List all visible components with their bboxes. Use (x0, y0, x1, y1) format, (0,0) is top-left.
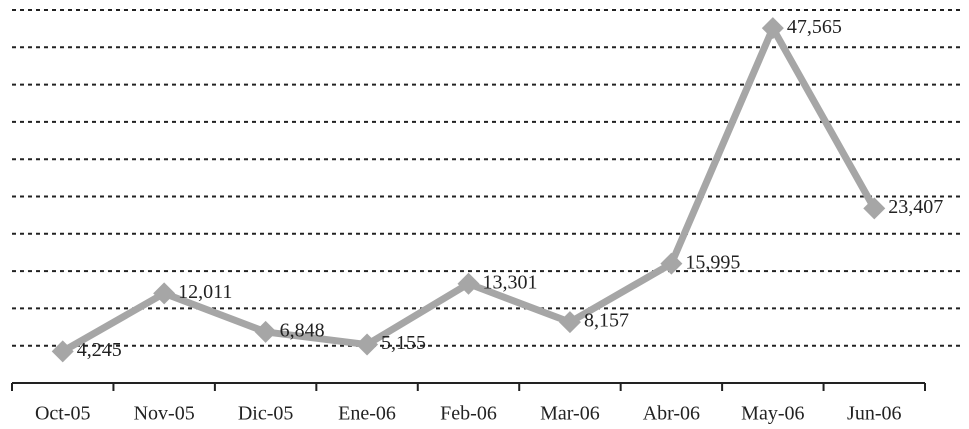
data-label: 12,011 (178, 281, 232, 303)
point-marker (356, 333, 379, 356)
point-marker (558, 311, 581, 334)
x-tick-label: Jun-06 (847, 403, 901, 425)
x-tick-label: May-06 (741, 403, 804, 425)
x-tick-label: Ene-06 (338, 403, 396, 425)
point-marker (863, 197, 886, 220)
data-label: 8,157 (584, 310, 629, 332)
data-label: 4,245 (77, 339, 122, 361)
x-tick-label: Abr-06 (643, 403, 700, 425)
point-marker (51, 340, 74, 363)
data-label: 5,155 (381, 332, 426, 354)
x-tick-label: Oct-05 (35, 403, 91, 425)
point-marker (153, 282, 176, 305)
data-label: 47,565 (787, 16, 842, 38)
point-marker (254, 320, 277, 343)
x-tick-label: Dic-05 (238, 403, 294, 425)
point-marker (660, 252, 683, 275)
data-label: 23,407 (888, 196, 943, 218)
x-tick-label: Mar-06 (540, 403, 600, 425)
data-label: 15,995 (685, 251, 740, 273)
point-marker (761, 17, 784, 40)
x-tick-label: Feb-06 (440, 403, 497, 425)
x-tick-label: Nov-05 (134, 403, 195, 425)
data-label: 13,301 (483, 271, 538, 293)
data-label: 6,848 (280, 320, 325, 342)
point-marker (457, 272, 480, 295)
